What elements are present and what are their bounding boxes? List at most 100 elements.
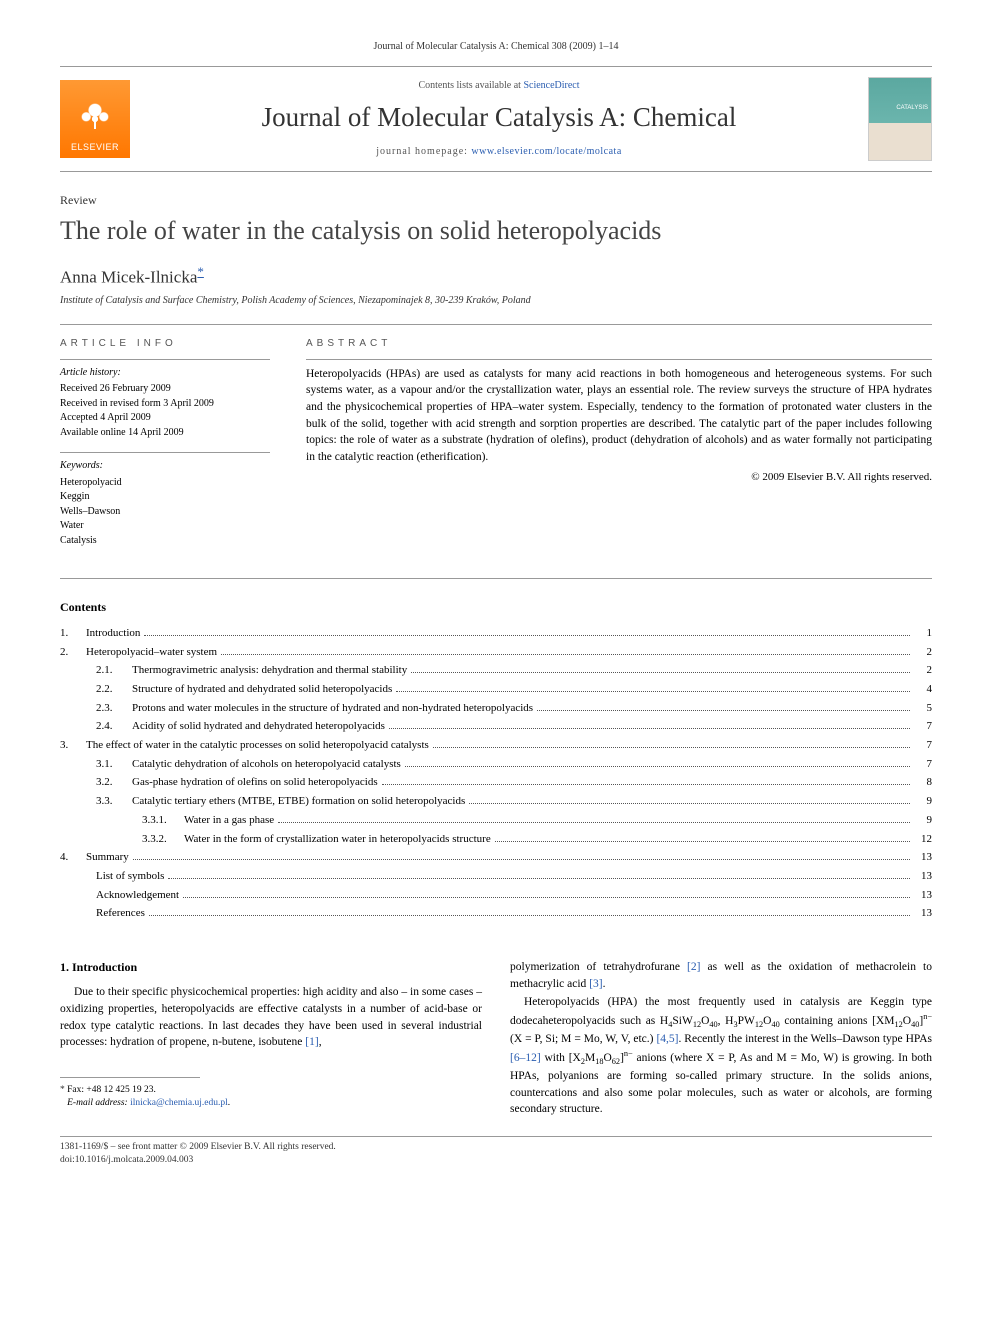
toc-leader [537, 710, 910, 711]
keywords-heading: Keywords: [60, 459, 270, 474]
affiliation: Institute of Catalysis and Surface Chemi… [60, 294, 932, 308]
toc-page: 9 [914, 792, 932, 811]
page-footer: 1381-1169/$ – see front matter © 2009 El… [60, 1136, 932, 1168]
article-title: The role of water in the catalysis on so… [60, 213, 932, 249]
toc-entry[interactable]: 2.1.Thermogravimetric analysis: dehydrat… [60, 661, 932, 680]
history-line: Received 26 February 2009 [60, 382, 270, 397]
keyword: Heteropolyacid [60, 476, 270, 491]
toc-entry[interactable]: 4.Summary13 [60, 848, 932, 867]
right-column: polymerization of tetrahydrofurane [2] a… [510, 959, 932, 1120]
toc-page: 13 [914, 867, 932, 886]
table-of-contents: 1. Introduction 1 2. Heteropolyacid–water sy… [60, 624, 932, 923]
toc-number: 2.4. [96, 717, 124, 736]
author-email-link[interactable]: ilnicka@chemia.uj.edu.pl [130, 1098, 228, 1108]
keyword: Keggin [60, 490, 270, 505]
sciencedirect-link[interactable]: ScienceDirect [523, 80, 579, 91]
toc-entry[interactable]: 2.3.Protons and water molecules in the s… [60, 699, 932, 718]
toc-number: 3.3.1. [142, 811, 176, 830]
toc-leader [183, 897, 910, 898]
toc-page: 1 [914, 624, 932, 643]
history-line: Available online 14 April 2009 [60, 426, 270, 441]
keyword: Catalysis [60, 534, 270, 549]
publisher-logo: ELSEVIER [60, 80, 130, 158]
toc-number: 2. [60, 643, 78, 662]
toc-number: 3.1. [96, 755, 124, 774]
author-text: Anna Micek-Ilnicka [60, 268, 197, 287]
toc-number: 3.2. [96, 773, 124, 792]
corresponding-footnote: * Fax: +48 12 425 19 23. E-mail address:… [60, 1084, 482, 1111]
abstract-heading: abstract [306, 337, 932, 351]
contents-prefix: Contents lists available at [418, 80, 523, 91]
toc-page: 2 [914, 643, 932, 662]
toc-label: List of symbols [96, 867, 164, 886]
email-label: E-mail address: [67, 1098, 128, 1108]
toc-page: 5 [914, 699, 932, 718]
toc-leader [149, 915, 910, 916]
toc-leader [433, 747, 910, 748]
keyword: Wells–Dawson [60, 505, 270, 520]
issn-line: 1381-1169/$ – see front matter © 2009 El… [60, 1141, 932, 1154]
toc-page: 13 [914, 886, 932, 905]
toc-entry[interactable]: 3.1.Catalytic dehydration of alcohols on… [60, 755, 932, 774]
toc-entry[interactable]: 2.4. Acidity of solid hydrated and dehydr… [60, 717, 932, 736]
corresponding-author-link[interactable]: * [197, 264, 204, 279]
running-head: Journal of Molecular Catalysis A: Chemic… [60, 40, 932, 54]
toc-leader [469, 803, 910, 804]
toc-label: Thermogravimetric analysis: dehydration … [132, 661, 407, 680]
section-heading: 1. Introduction [60, 959, 482, 976]
toc-leader [396, 691, 910, 692]
toc-page: 13 [914, 848, 932, 867]
toc-label: Structure of hydrated and dehydrated sol… [132, 680, 392, 699]
toc-label: Introduction [86, 624, 140, 643]
contents-heading: Contents [60, 599, 932, 616]
toc-number: 3.3. [96, 792, 124, 811]
toc-leader [411, 672, 910, 673]
toc-entry[interactable]: 2.2.Structure of hydrated and dehydrated… [60, 680, 932, 699]
toc-entry[interactable]: 2. Heteropolyacid–water system 2 [60, 643, 932, 662]
toc-number: 3. [60, 736, 78, 755]
toc-leader [495, 841, 910, 842]
history-line: Received in revised form 3 April 2009 [60, 397, 270, 412]
toc-page: 7 [914, 736, 932, 755]
toc-page: 12 [914, 830, 932, 849]
toc-entry[interactable]: 3.3.2.Water in the form of crystallizati… [60, 830, 932, 849]
fax-text: Fax: +48 12 425 19 23. [67, 1085, 156, 1095]
body-columns: 1. Introduction Due to their specific ph… [60, 959, 932, 1120]
contents-available-line: Contents lists available at ScienceDirec… [144, 79, 854, 93]
article-type: Review [60, 192, 932, 209]
toc-label: Water in a gas phase [184, 811, 274, 830]
toc-number: 2.3. [96, 699, 124, 718]
toc-entry[interactable]: 3.2.Gas-phase hydration of olefins on so… [60, 773, 932, 792]
toc-entry[interactable]: List of symbols 13 [60, 867, 932, 886]
journal-name: Journal of Molecular Catalysis A: Chemic… [144, 99, 854, 137]
article-history: Article history: Received 26 February 20… [60, 359, 270, 441]
keyword: Water [60, 519, 270, 534]
rule [60, 324, 932, 325]
toc-entry[interactable]: References13 [60, 904, 932, 923]
toc-leader [389, 728, 910, 729]
homepage-link[interactable]: www.elsevier.com/locate/molcata [471, 146, 621, 157]
toc-label: Acidity of solid hydrated and dehydrated… [132, 717, 385, 736]
toc-page: 8 [914, 773, 932, 792]
toc-leader [168, 878, 910, 879]
rule [60, 578, 932, 579]
toc-number: 1. [60, 624, 78, 643]
body-paragraph: polymerization of tetrahydrofurane [2] a… [510, 959, 932, 992]
article-info-heading: article info [60, 337, 270, 351]
toc-page: 9 [914, 811, 932, 830]
toc-entry[interactable]: 3.3. Catalytic tertiary ethers (MTBE, ETB… [60, 792, 932, 811]
toc-entry[interactable]: 3.The effect of water in the catalytic p… [60, 736, 932, 755]
toc-entry[interactable]: 3.3.1. Water in a gas phase 9 [60, 811, 932, 830]
elsevier-tree-icon [73, 97, 117, 141]
toc-label: Catalytic tertiary ethers (MTBE, ETBE) f… [132, 792, 465, 811]
abstract-copyright: © 2009 Elsevier B.V. All rights reserved… [306, 470, 932, 486]
toc-leader [221, 654, 910, 655]
body-paragraph: Due to their specific physicochemical pr… [60, 984, 482, 1051]
toc-label: Heteropolyacid–water system [86, 643, 217, 662]
toc-entry[interactable]: Acknowledgement13 [60, 886, 932, 905]
toc-leader [382, 784, 910, 785]
body-paragraph: Heteropolyacids (HPA) the most frequentl… [510, 994, 932, 1118]
homepage-prefix: journal homepage: [376, 146, 471, 157]
toc-entry[interactable]: 1. Introduction 1 [60, 624, 932, 643]
journal-cover-thumbnail [868, 77, 932, 161]
